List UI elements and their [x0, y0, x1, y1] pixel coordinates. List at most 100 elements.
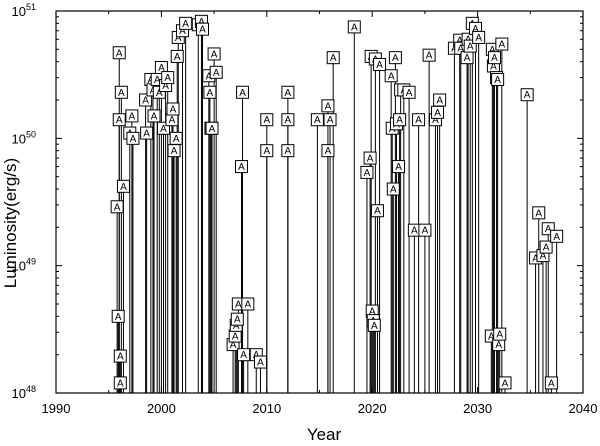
data-point-label: A: [496, 330, 503, 341]
data-point: A: [492, 338, 506, 352]
data-point-label: A: [464, 53, 471, 64]
data-point: A: [125, 109, 139, 123]
data-point-label: A: [169, 115, 176, 126]
data-point-label: A: [456, 36, 463, 47]
data-point-label: A: [130, 134, 137, 145]
data-point-box: [113, 376, 127, 390]
data-point-label: A: [209, 124, 216, 135]
data-point-label: A: [374, 206, 381, 217]
data-point-label: A: [376, 60, 383, 71]
data-point-label: A: [467, 42, 474, 53]
data-point-label: A: [158, 63, 165, 74]
x-tick-label: 2030: [463, 401, 492, 416]
data-point-label: A: [494, 75, 501, 86]
data-point: A: [113, 376, 127, 390]
data-point-label: A: [475, 33, 482, 44]
data-point-box: [433, 93, 447, 107]
data-point-box: [498, 376, 512, 390]
data-point-box: [253, 355, 267, 369]
data-point: A: [228, 329, 242, 343]
data-point-label: A: [213, 68, 220, 79]
data-point-label: A: [174, 52, 181, 63]
data-point-box: [126, 131, 140, 145]
data-point: A: [161, 71, 175, 85]
data-point: A: [260, 144, 274, 158]
data-point: A: [370, 204, 384, 218]
data-point-box: [147, 109, 161, 123]
data-point-label: A: [540, 251, 547, 262]
data-point-label: A: [114, 202, 121, 213]
data-point: A: [230, 312, 244, 326]
data-point-box: [205, 121, 219, 135]
data-point-box: [111, 309, 125, 323]
data-point: A: [347, 20, 361, 34]
data-point-label: A: [415, 115, 422, 126]
data-point-box: [161, 71, 175, 85]
data-point-box: [412, 113, 426, 127]
data-point-label: A: [535, 208, 542, 219]
data-point-label: A: [524, 90, 531, 101]
data-point-label: A: [120, 182, 127, 193]
data-point: A: [363, 151, 377, 165]
data-point-label: A: [364, 168, 371, 179]
data-point-label: A: [457, 44, 464, 55]
data-point-box: [235, 160, 249, 174]
data-point: A: [209, 65, 223, 79]
data-point-label: A: [489, 45, 496, 56]
data-point-box: [418, 223, 432, 237]
data-point-box: [241, 297, 255, 311]
data-point-label: A: [436, 96, 443, 107]
data-point: A: [407, 223, 421, 237]
data-point: A: [412, 113, 426, 127]
data-point-label: A: [367, 154, 374, 165]
data-point-label: A: [396, 115, 403, 126]
data-point: A: [392, 160, 406, 174]
data-point-box: [402, 85, 416, 99]
data-point-label: A: [330, 53, 337, 64]
data-point-box: [110, 200, 124, 214]
data-point-label: A: [285, 115, 292, 126]
data-point: A: [179, 16, 193, 30]
data-point-box: [116, 179, 130, 193]
data-point: A: [431, 105, 445, 119]
data-point-box: [281, 85, 295, 99]
data-point-label: A: [154, 75, 161, 86]
data-point-label: A: [351, 22, 358, 33]
data-point-label: A: [156, 88, 163, 99]
data-point: A: [388, 51, 402, 65]
data-point-box: [236, 85, 250, 99]
data-point-label: A: [490, 61, 497, 72]
data-point-label: A: [314, 115, 321, 126]
data-point-box: [363, 151, 377, 165]
data-point: A: [487, 51, 501, 65]
y-tick-exponent: 49: [26, 257, 36, 267]
data-point-label: A: [495, 340, 502, 351]
data-point: A: [402, 85, 416, 99]
data-point-box: [323, 113, 337, 127]
data-point-box: [112, 46, 126, 60]
data-point: A: [260, 113, 274, 127]
data-point: A: [165, 113, 179, 127]
data-point: A: [169, 131, 183, 145]
data-point-box: [388, 51, 402, 65]
data-point-box: [310, 113, 324, 127]
data-point-box: [169, 131, 183, 145]
data-point-box: [550, 229, 564, 243]
data-point: A: [360, 165, 374, 179]
data-point-label: A: [426, 51, 433, 62]
data-point-box: [260, 113, 274, 127]
data-point-box: [532, 206, 546, 220]
data-point-box: [321, 99, 335, 113]
data-point-label: A: [285, 146, 292, 157]
data-point-label: A: [234, 315, 241, 326]
data-point: A: [532, 206, 546, 220]
data-point: A: [113, 349, 127, 363]
data-point: A: [384, 69, 398, 83]
data-point: A: [460, 51, 474, 65]
data-point: A: [207, 47, 221, 61]
data-point-box: [384, 69, 398, 83]
data-point-box: [491, 72, 505, 86]
data-point-box: [472, 30, 486, 44]
data-point-label: A: [151, 111, 158, 122]
data-point-box: [347, 20, 361, 34]
